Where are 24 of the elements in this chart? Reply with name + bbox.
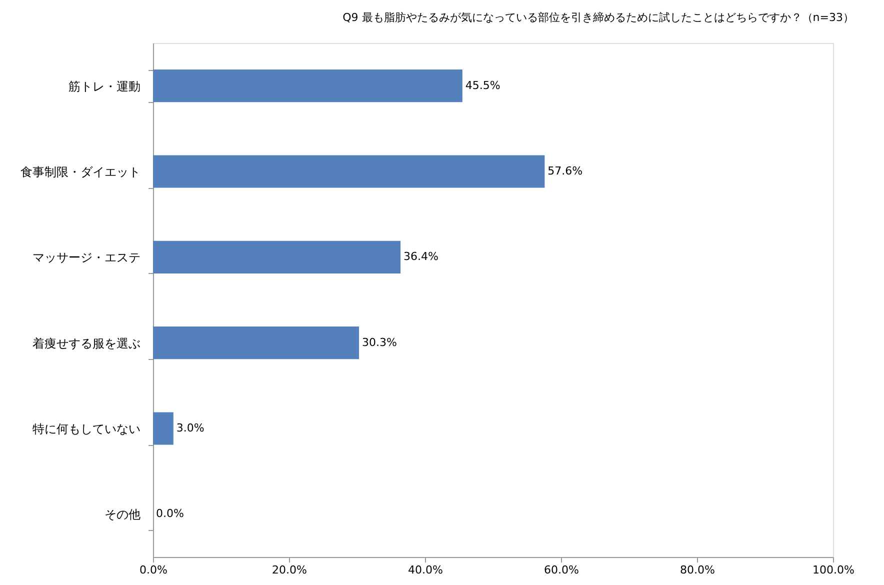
data-label: 36.4% — [404, 250, 438, 264]
bar — [153, 155, 545, 188]
data-label: 30.3% — [362, 336, 397, 349]
y-tick-label: 着痩せする服を選ぶ — [32, 336, 140, 350]
x-tick-label: 20.0% — [272, 564, 307, 576]
bar — [153, 70, 462, 102]
data-label: 0.0% — [156, 507, 184, 520]
x-tick-label: 80.0% — [680, 564, 715, 576]
y-tick-label: その他 — [104, 508, 140, 522]
bar — [153, 326, 360, 360]
data-label: 3.0% — [176, 422, 204, 434]
chart-title: Q9 最も脂肪やたるみが気になっている部位を引き締めるために試したことはどちらですか？（n=33） — [342, 11, 854, 24]
bar — [153, 412, 174, 445]
bar — [153, 240, 401, 274]
y-tick-label: 特に何もしていない — [32, 422, 140, 436]
data-label: 57.6% — [548, 164, 583, 178]
x-tick-label: 100.0% — [812, 564, 854, 576]
y-tick-label: マッサージ・エステ — [32, 250, 140, 265]
x-tick-label: 60.0% — [544, 564, 579, 576]
y-tick-label: 筋トレ・運動 — [68, 79, 140, 94]
y-tick-label: 食事制限・ダイエット — [20, 165, 140, 179]
x-tick-label: 0.0% — [140, 564, 168, 576]
data-label: 45.5% — [465, 78, 500, 92]
x-tick-label: 40.0% — [408, 564, 443, 576]
